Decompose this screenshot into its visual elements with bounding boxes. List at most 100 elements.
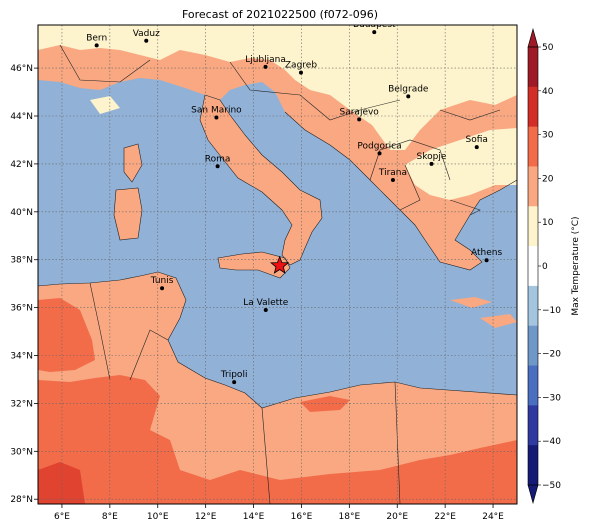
city-label: Athens xyxy=(471,248,502,258)
city-label: La Valette xyxy=(243,298,288,308)
lat-tick-label: 38°N xyxy=(10,256,33,266)
colorbar-band xyxy=(528,126,538,167)
lon-tick-label: 22°E xyxy=(434,512,456,522)
city-label: Roma xyxy=(205,154,231,164)
lat-tick-label: 46°N xyxy=(10,64,33,74)
lat-tick-label: 44°N xyxy=(10,112,33,122)
colorbar-band xyxy=(528,285,538,327)
colorbar-tick-label: 30 xyxy=(542,131,554,141)
city-label: Podgorica xyxy=(357,141,401,151)
city-label: Budapest xyxy=(353,20,396,30)
crete-island xyxy=(450,297,492,308)
lon-tick-label: 12°E xyxy=(195,512,217,522)
colorbar-tick-label: −10 xyxy=(542,306,561,316)
colorbar-band xyxy=(528,246,538,287)
axis-ticks: 6°E 8°E 10°E 12°E 14°E 16°E 18°E 20°E 22°E 24°E 28… xyxy=(10,64,504,522)
city-label: Zagreb xyxy=(285,61,317,71)
city-dot xyxy=(160,286,165,291)
colorbar-tick-label: −20 xyxy=(542,350,561,360)
city-label: Skopje xyxy=(417,152,447,162)
city-dot xyxy=(94,43,99,48)
lon-tick-label: 14°E xyxy=(243,512,265,522)
city-dot xyxy=(406,94,411,99)
colorbar-tick-label: −40 xyxy=(542,437,561,447)
city-label: Vaduz xyxy=(133,29,160,39)
lat-tick-label: 40°N xyxy=(10,208,33,218)
figure-title: Forecast of 2021022500 (f072-096) xyxy=(182,8,378,21)
colorbar-band xyxy=(528,206,538,247)
colorbar-band xyxy=(528,166,538,207)
city-dot xyxy=(474,145,479,150)
colorbar: 50 40 30 20 10 0 −10 −20 −30 −40 −50 Max Temperatur… xyxy=(527,27,581,505)
lon-tick-label: 10°E xyxy=(147,512,169,522)
city-dot xyxy=(214,115,219,120)
city-label: Belgrade xyxy=(388,84,429,94)
colorbar-tick-label: 0 xyxy=(542,262,548,272)
colorbar-band xyxy=(528,365,538,406)
colorbar-label: Max Temperature (°C) xyxy=(571,216,581,315)
lon-tick-label: 6°E xyxy=(54,512,70,522)
lon-tick-label: 16°E xyxy=(291,512,313,522)
city-label: Sofia xyxy=(466,135,488,145)
city-dot xyxy=(144,38,149,43)
egypt-coast-hot-zone xyxy=(300,396,350,412)
lat-tick-label: 30°N xyxy=(10,447,33,457)
city-dot xyxy=(263,308,268,313)
lon-tick-label: 24°E xyxy=(482,512,504,522)
small-cool-patch xyxy=(90,96,120,114)
city-dot xyxy=(263,64,268,69)
southwest-hottest-zone xyxy=(38,462,85,504)
city-label: Tripoli xyxy=(220,370,248,380)
sicily-island xyxy=(218,252,290,278)
colorbar-tick-label: 10 xyxy=(542,218,554,228)
colorbar-band xyxy=(528,445,538,486)
colorbar-band xyxy=(528,405,538,446)
algeria-hot-zone xyxy=(38,298,95,372)
city-label: Tirana xyxy=(378,168,407,178)
city-dot xyxy=(372,30,377,35)
city-dot xyxy=(232,380,237,385)
alps-cool-zone xyxy=(38,25,517,150)
graticule xyxy=(38,25,517,504)
balkans-cool-zone xyxy=(405,128,517,200)
city-dot xyxy=(377,151,382,156)
colorbar-band xyxy=(528,86,538,128)
city-label: Bern xyxy=(86,33,107,43)
colorbar-bottom-arrow xyxy=(527,484,539,505)
colorbar-tick-label: −30 xyxy=(542,393,561,403)
lat-tick-label: 42°N xyxy=(10,160,33,170)
colorbar-band xyxy=(528,325,538,367)
lon-tick-label: 8°E xyxy=(102,512,118,522)
forecast-location-marker xyxy=(270,255,290,274)
city-dot xyxy=(390,177,395,182)
colorbar-tick-label: 50 xyxy=(542,43,554,53)
lat-tick-label: 32°N xyxy=(10,399,33,409)
lat-tick-label: 28°N xyxy=(10,495,33,505)
map-frame xyxy=(37,24,518,505)
lon-tick-label: 18°E xyxy=(339,512,361,522)
lat-tick-label: 36°N xyxy=(10,304,33,314)
sardinia-island xyxy=(114,188,142,240)
lat-tick-label: 34°N xyxy=(10,352,33,362)
sahara-hot-zone xyxy=(38,375,517,504)
city-dot xyxy=(484,258,489,263)
italy-peninsula xyxy=(200,95,322,265)
colorbar-band xyxy=(528,47,538,88)
rhodes-area-land xyxy=(480,314,517,328)
colorbar-tick-label: −50 xyxy=(542,481,561,491)
city-dot xyxy=(429,161,434,166)
city-label: San Marino xyxy=(191,105,242,115)
colorbar-top-arrow xyxy=(527,27,539,48)
city-dot xyxy=(357,117,362,122)
star-marker xyxy=(270,255,290,274)
colorbar-tick-label: 20 xyxy=(542,174,554,184)
city-dot xyxy=(215,164,220,169)
city-label: Sarajevo xyxy=(340,107,380,117)
city-dot xyxy=(298,70,303,75)
city-label: Ljubljana xyxy=(245,55,286,65)
city-label: Tunis xyxy=(150,276,174,286)
colorbar-tick-label: 40 xyxy=(542,87,554,97)
